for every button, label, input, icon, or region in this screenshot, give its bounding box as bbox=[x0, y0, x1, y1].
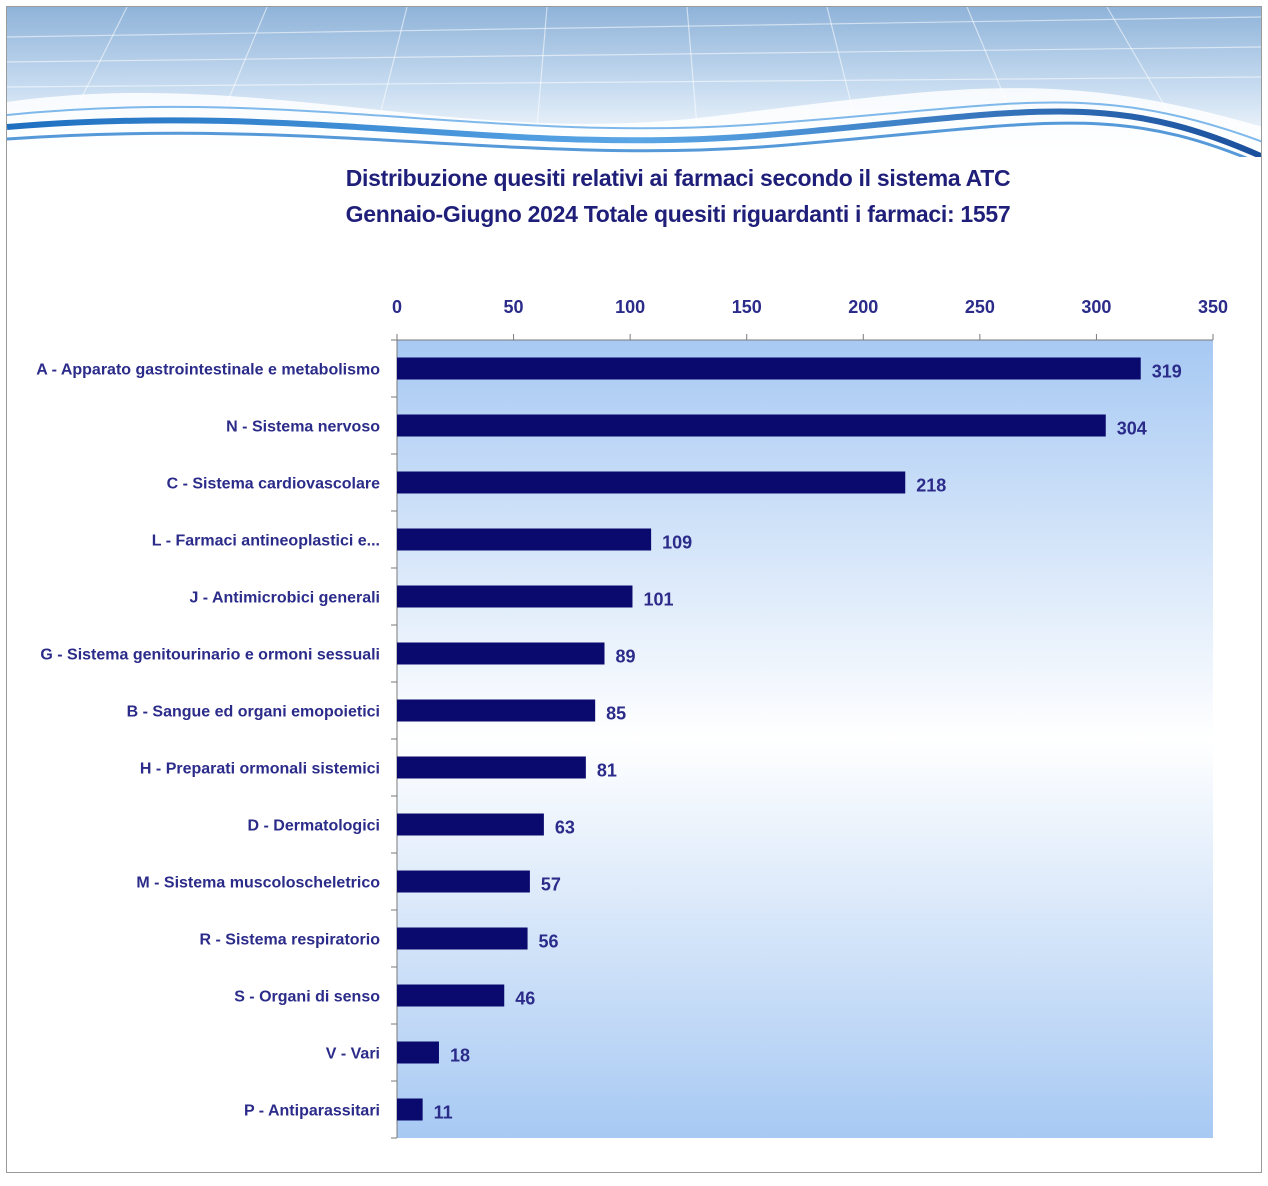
category-label: L - Farmaci antineoplastici e... bbox=[152, 533, 380, 550]
category-label: P - Antiparassitari bbox=[244, 1103, 380, 1120]
value-label: 101 bbox=[643, 590, 673, 610]
bar bbox=[397, 699, 596, 722]
value-label: 56 bbox=[539, 932, 559, 952]
bar bbox=[397, 471, 906, 494]
bar bbox=[397, 1041, 439, 1064]
bar bbox=[397, 585, 633, 608]
bar bbox=[397, 984, 505, 1007]
x-tick-label: 150 bbox=[732, 297, 762, 317]
bar bbox=[397, 813, 544, 836]
value-label: 218 bbox=[916, 476, 946, 496]
bar bbox=[397, 357, 1141, 380]
category-label: C - Sistema cardiovascolare bbox=[167, 476, 381, 493]
value-label: 304 bbox=[1117, 419, 1147, 439]
value-label: 81 bbox=[597, 761, 617, 781]
x-tick-label: 50 bbox=[504, 297, 524, 317]
category-label: R - Sistema respiratorio bbox=[200, 932, 381, 949]
category-label: S - Organi di senso bbox=[234, 989, 380, 1006]
category-label: G - Sistema genitourinario e ormoni sess… bbox=[40, 647, 380, 664]
x-tick-label: 250 bbox=[965, 297, 995, 317]
plot-area bbox=[397, 340, 1213, 1138]
value-label: 63 bbox=[555, 818, 575, 838]
category-label: N - Sistema nervoso bbox=[226, 419, 380, 436]
bar bbox=[397, 642, 605, 665]
category-label: M - Sistema muscoloscheletrico bbox=[136, 875, 380, 892]
value-label: 109 bbox=[662, 533, 692, 553]
x-tick-label: 350 bbox=[1198, 297, 1228, 317]
x-tick-label: 300 bbox=[1081, 297, 1111, 317]
chart-title: Distribuzione quesiti relativi ai farmac… bbox=[345, 165, 1011, 191]
category-label: V - Vari bbox=[326, 1046, 380, 1063]
bar bbox=[397, 528, 652, 551]
value-label: 85 bbox=[606, 704, 626, 724]
value-label: 57 bbox=[541, 875, 561, 895]
value-label: 11 bbox=[434, 1103, 453, 1123]
category-label: A - Apparato gastrointestinale e metabol… bbox=[36, 362, 380, 379]
x-tick-label: 200 bbox=[848, 297, 878, 317]
value-label: 319 bbox=[1152, 362, 1182, 382]
header-banner bbox=[7, 7, 1261, 177]
bar bbox=[397, 1098, 423, 1121]
chart-subtitle: Gennaio-Giugno 2024 Totale quesiti rigua… bbox=[345, 201, 1011, 227]
value-label: 89 bbox=[615, 647, 635, 667]
bar bbox=[397, 414, 1106, 437]
bar bbox=[397, 756, 586, 779]
category-label: D - Dermatologici bbox=[248, 818, 380, 835]
x-tick-label: 0 bbox=[392, 297, 402, 317]
value-label: 46 bbox=[515, 989, 535, 1009]
x-tick-label: 100 bbox=[615, 297, 645, 317]
value-label: 18 bbox=[450, 1046, 470, 1066]
category-label: J - Antimicrobici generali bbox=[189, 590, 380, 607]
bar bbox=[397, 927, 528, 950]
category-label: B - Sangue ed organi emopoietici bbox=[127, 704, 380, 721]
category-label: H - Preparati ormonali sistemici bbox=[140, 761, 380, 778]
bar bbox=[397, 870, 530, 893]
